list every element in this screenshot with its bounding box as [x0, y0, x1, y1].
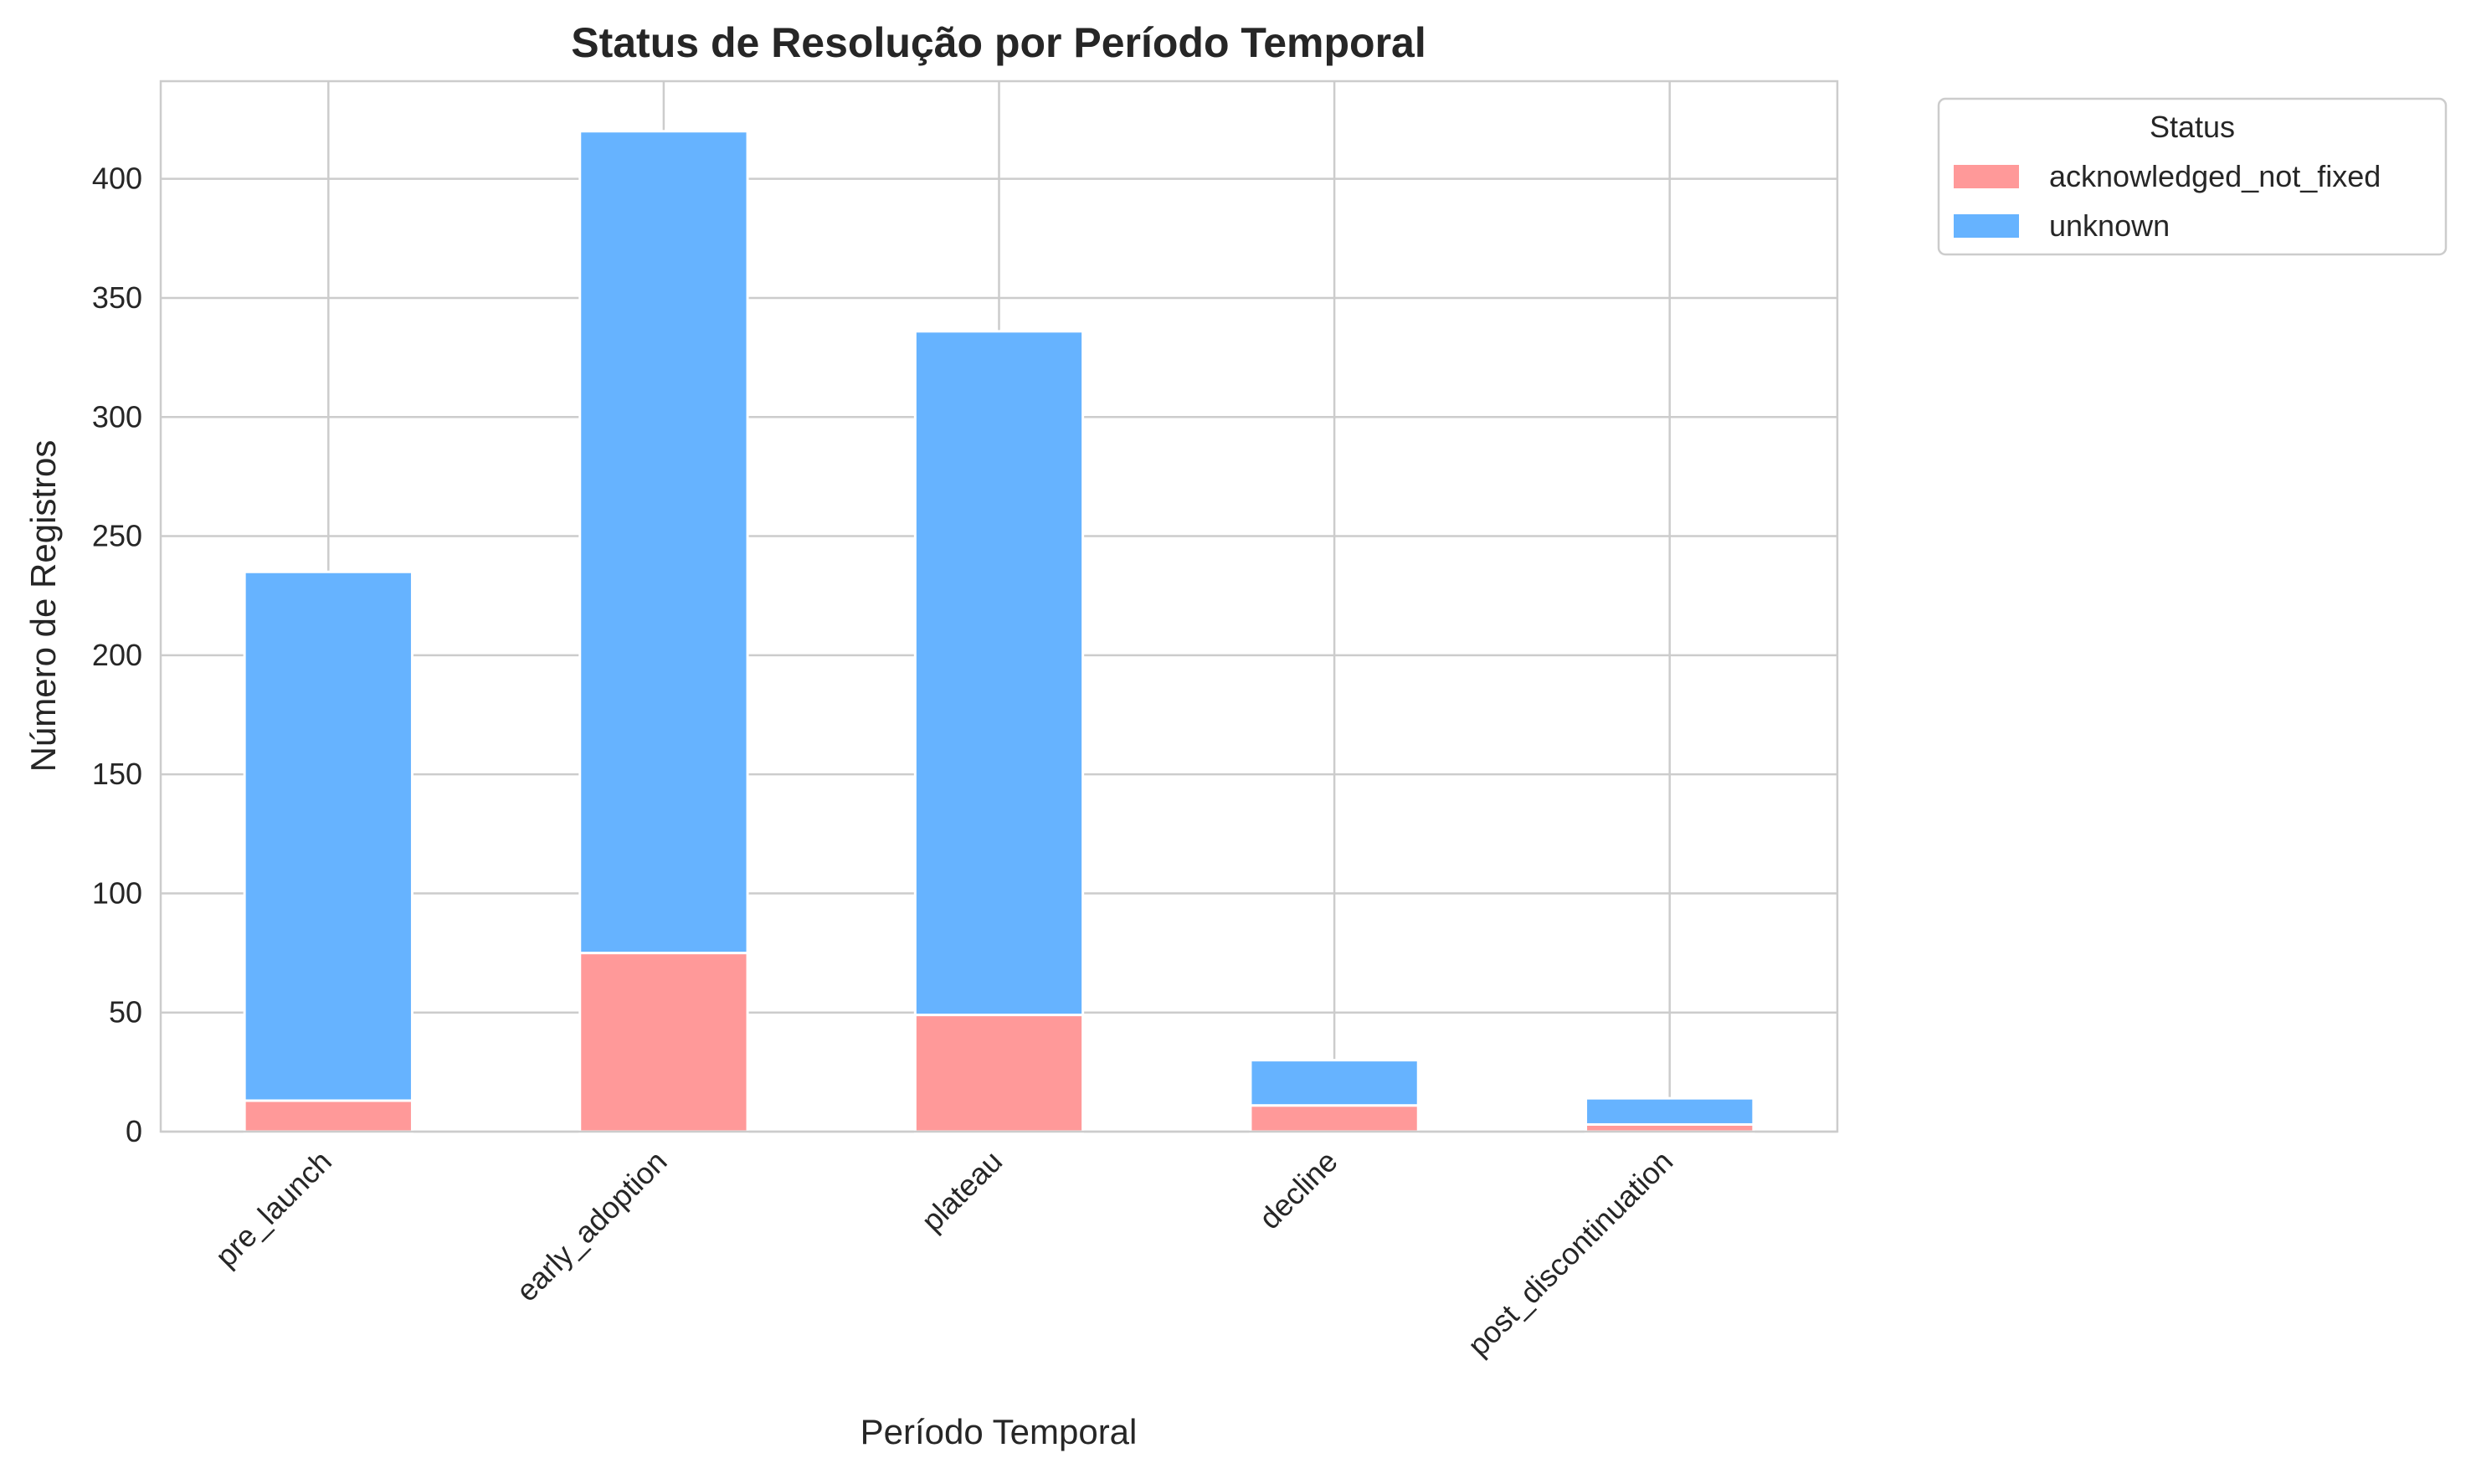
y-tick-label: 100: [92, 876, 142, 910]
y-tick-label: 150: [92, 757, 142, 791]
plot-frame: [159, 80, 1839, 1133]
bars-layer: [243, 130, 1755, 1133]
legend: Status acknowledged_not_fixed unknown: [1937, 97, 2448, 256]
y-tick-label: 250: [92, 519, 142, 553]
bar-unknown-post-discontinuation: [1585, 1096, 1755, 1126]
bar-unknown-plateau: [913, 330, 1085, 1017]
bar-acknowledged-not-fixed-decline: [1249, 1104, 1420, 1133]
bar-unknown-early-adoption: [578, 130, 749, 955]
y-tick-label: 50: [109, 995, 142, 1030]
y-tick-label: 200: [92, 638, 142, 672]
chart-title: Status de Resolução por Período Temporal: [571, 19, 1426, 66]
legend-box: [1937, 97, 2448, 256]
bar-unknown-pre-launch: [243, 570, 414, 1102]
legend-label-unknown: unknown: [2049, 208, 2170, 243]
bar-unknown-decline: [1249, 1059, 1420, 1107]
legend-swatch-acknowledged-not-fixed: [1954, 165, 2019, 188]
bar-acknowledged-not-fixed-pre-launch: [243, 1099, 414, 1133]
y-tick-label: 0: [126, 1114, 142, 1148]
x-axis-label: Período Temporal: [860, 1412, 1138, 1451]
bar-acknowledged-not-fixed-plateau: [913, 1014, 1085, 1133]
legend-swatch-unknown: [1954, 214, 2019, 238]
y-tick-label: 300: [92, 399, 142, 434]
y-tick-label: 400: [92, 162, 142, 196]
legend-label-acknowledged-not-fixed: acknowledged_not_fixed: [2049, 159, 2381, 193]
y-tick-labels: 0 50 100 150 200 250 300 350 400: [92, 162, 142, 1148]
y-axis-label: Número de Registros: [23, 440, 63, 773]
bar-acknowledged-not-fixed-early-adoption: [578, 952, 749, 1133]
legend-title: Status: [2150, 110, 2235, 144]
y-tick-label: 350: [92, 280, 142, 315]
